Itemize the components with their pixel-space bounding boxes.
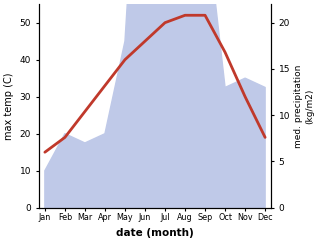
Y-axis label: med. precipitation
(kg/m2): med. precipitation (kg/m2)	[294, 64, 314, 148]
Y-axis label: max temp (C): max temp (C)	[4, 72, 14, 140]
X-axis label: date (month): date (month)	[116, 228, 194, 238]
